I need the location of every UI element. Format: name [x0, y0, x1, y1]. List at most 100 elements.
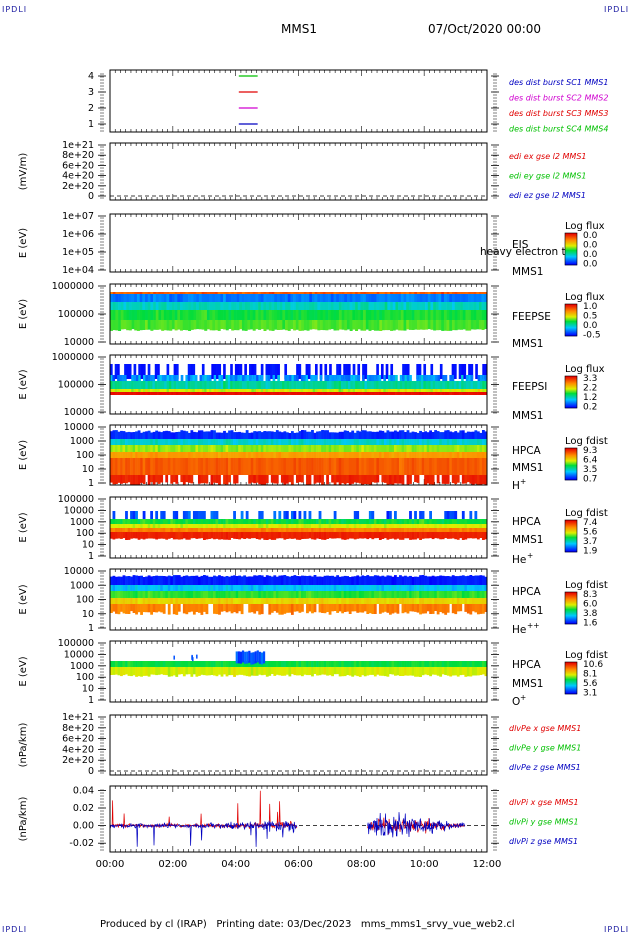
- spectrogram-cell: [175, 511, 179, 519]
- spectrogram-cell: [250, 292, 254, 294]
- spectrogram-cell: [427, 310, 431, 320]
- spectrogram-cell: [147, 604, 151, 613]
- spectrogram-cell: [136, 302, 140, 310]
- spectrogram-cell: [240, 452, 244, 458]
- spectrogram-cell: [324, 389, 328, 392]
- spectrogram-cell: [233, 432, 236, 439]
- spectrogram-cell: [328, 528, 332, 532]
- colorbar-tick: -0.5: [583, 331, 601, 341]
- spectrogram-cell: [125, 532, 128, 540]
- colorbar-strip: [565, 310, 577, 312]
- instrument-label: MMS1: [512, 462, 543, 474]
- spectrogram-cell: [117, 431, 121, 439]
- spectrogram-cell: [225, 604, 229, 613]
- spectrogram-cell: [142, 294, 146, 302]
- spectrogram-cell: [401, 445, 405, 452]
- colorbar-strip: [565, 251, 577, 253]
- spectrogram-cell: [131, 392, 134, 395]
- spectrogram-cell: [358, 452, 362, 458]
- spectrogram-cell: [464, 524, 468, 528]
- spectrogram-cell: [153, 320, 157, 330]
- spectrogram-cell: [343, 381, 346, 389]
- spectrogram-cell: [223, 292, 227, 294]
- spectrogram-cell: [237, 375, 240, 381]
- spectrogram-cell: [400, 294, 404, 302]
- spectrogram-cell: [135, 598, 138, 604]
- spectrogram-cell: [275, 452, 279, 458]
- spectrogram-cell: [435, 320, 439, 331]
- spectrogram-cell: [348, 519, 352, 524]
- spectrogram-cell: [170, 475, 174, 484]
- spectrogram-cell: [220, 302, 224, 310]
- spectrogram-cell: [449, 511, 453, 519]
- spectrogram-cell: [313, 524, 317, 528]
- spectrogram-cell: [446, 458, 450, 475]
- spectrogram-cell: [441, 432, 445, 439]
- spectrogram-cell: [460, 302, 464, 310]
- spectrogram-cell: [248, 524, 252, 528]
- spectrogram-cell: [449, 302, 453, 310]
- spectrogram-cell: [284, 364, 288, 379]
- spectrogram-cell: [155, 511, 159, 519]
- spectrogram-cell: [117, 458, 121, 475]
- colorbar-strip: [565, 245, 577, 247]
- spectrogram-cell: [200, 430, 204, 439]
- spectrogram-cell: [381, 528, 385, 532]
- spectrogram-cell: [117, 576, 121, 585]
- spectrogram-cell: [314, 310, 318, 320]
- spectrogram-cell: [392, 310, 396, 320]
- spectrogram-cell: [454, 381, 457, 389]
- spectrogram-cell: [140, 432, 143, 439]
- spectrogram-cell: [380, 364, 384, 379]
- spectrogram-cell: [429, 528, 432, 532]
- spectrogram-cell: [197, 392, 200, 395]
- spectrogram-cell: [328, 432, 332, 439]
- spectrogram-cell: [395, 320, 399, 330]
- spectrogram-cell: [175, 475, 179, 484]
- spectrogram-cell: [240, 432, 244, 439]
- spectrogram-cell: [318, 452, 322, 458]
- spectrogram-cell: [363, 310, 367, 320]
- spectrogram-cell: [202, 598, 206, 604]
- spectrogram-cell: [341, 458, 345, 475]
- spectrogram-cell: [246, 375, 250, 381]
- spectrogram-cell: [185, 302, 189, 310]
- spectrogram-cell: [346, 524, 350, 528]
- spectrogram-cell: [265, 364, 269, 379]
- spectrogram-cell: [481, 458, 485, 475]
- spectrogram-cell: [352, 320, 356, 330]
- spectrogram-cell: [371, 431, 375, 439]
- spectrogram-cell: [118, 320, 122, 331]
- spectrogram-cell: [419, 430, 422, 439]
- spectrogram-cell: [336, 445, 340, 452]
- spectrogram-cell: [333, 532, 337, 539]
- spectrogram-cell: [220, 519, 224, 524]
- spectrogram-cell: [220, 585, 224, 591]
- corner-label-bottom-left: IPDLI: [2, 925, 28, 934]
- spectrogram-cell: [174, 292, 178, 294]
- spectrogram-cell: [180, 292, 183, 294]
- spectrogram-cell: [163, 294, 167, 302]
- spectrogram-cell: [115, 576, 118, 585]
- spectrogram-cell: [273, 475, 277, 484]
- spectrogram-cell: [469, 524, 473, 528]
- spectrogram-cell: [351, 532, 355, 539]
- spectrogram-cell: [366, 452, 370, 458]
- spectrogram-cell: [466, 458, 470, 475]
- colorbar-strip: [565, 527, 577, 529]
- spectrogram-cell: [142, 591, 146, 598]
- spectrogram-cell: [293, 511, 297, 519]
- spectrogram-cell: [187, 576, 191, 585]
- spectrogram-cell: [336, 524, 340, 528]
- spectrogram-cell: [180, 532, 184, 540]
- spectrogram-cell: [338, 439, 342, 445]
- spectrogram-cell: [409, 381, 412, 389]
- spectrogram-cell: [326, 452, 329, 458]
- spectrogram-cell: [441, 302, 445, 310]
- spectrogram-cell: [459, 452, 463, 458]
- spectrogram-cell: [265, 445, 269, 452]
- spectrogram-cell: [225, 591, 229, 598]
- spectrogram-cell: [449, 519, 453, 524]
- colorbar-strip: [565, 325, 577, 327]
- spectrogram-cell: [422, 320, 426, 330]
